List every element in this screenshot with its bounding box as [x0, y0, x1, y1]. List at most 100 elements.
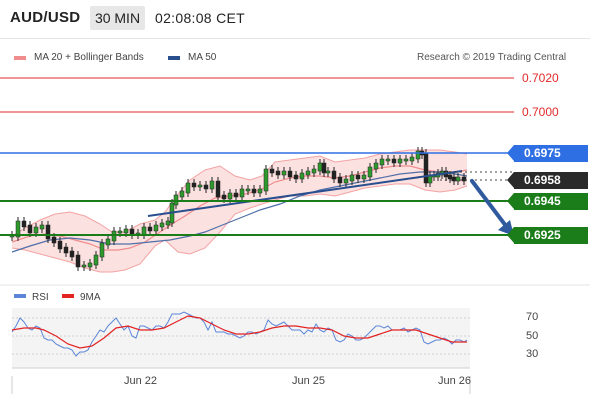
candle-body: [331, 170, 337, 180]
candle-body: [69, 250, 75, 258]
candle-body: [27, 224, 33, 234]
candle-body: [197, 184, 203, 188]
candle-body: [75, 254, 81, 268]
candle-body: [233, 192, 239, 198]
candle-body: [461, 176, 467, 182]
price-candles: [9, 147, 467, 271]
candle-body: [159, 222, 165, 228]
candle-body: [227, 192, 233, 200]
candle-body: [385, 158, 391, 162]
candle-body: [269, 168, 275, 174]
candle-body: [63, 246, 69, 254]
candle-body: [45, 224, 51, 240]
legend-ma50: MA 50: [168, 52, 216, 63]
candle-body: [57, 240, 63, 250]
candle-body: [373, 162, 379, 170]
candle-body: [245, 188, 251, 192]
candle-body: [21, 220, 27, 228]
candle-body: [281, 170, 287, 176]
candle-body: [87, 262, 93, 268]
candle-body: [191, 182, 197, 188]
candle-body: [423, 152, 429, 184]
ma50-label: MA 50: [188, 52, 217, 63]
copyright-text: Research © 2019 Trading Central: [417, 52, 567, 63]
level-r1: 0.7000: [522, 105, 559, 119]
level-current-price: 0.6958: [507, 172, 588, 189]
candle-body: [447, 174, 453, 180]
candle-body: [105, 238, 111, 246]
level-r2: 0.7020: [522, 71, 559, 85]
candle-body: [311, 168, 317, 174]
rsi-swatch: [14, 294, 26, 298]
candle-body: [391, 158, 397, 164]
candle-body: [51, 236, 57, 244]
candle-body: [349, 174, 355, 182]
candle-body: [275, 170, 281, 176]
candle-body: [215, 180, 221, 198]
x-label-jun26: Jun 26: [438, 375, 472, 387]
candle-body: [321, 162, 327, 174]
candle-body: [343, 178, 349, 184]
candle-body: [141, 226, 147, 236]
symbol-label: AUD/USD: [10, 9, 81, 26]
timestamp: 02:08:08 CET: [155, 10, 245, 26]
candle-body: [379, 158, 385, 166]
x-label-jun22: Jun 22: [124, 375, 158, 387]
candle-body: [99, 242, 105, 258]
chart-header: AUD/USD 30 MIN 02:08:08 CET: [0, 0, 590, 39]
level-s1: 0.6945: [507, 193, 588, 210]
candle-body: [415, 150, 421, 160]
ma50-swatch: [168, 55, 180, 60]
level-s2: 0.6925: [507, 227, 588, 244]
ma20-label: MA 20 + Bollinger Bands: [34, 52, 144, 63]
candle-body: [317, 162, 323, 172]
candle-body: [299, 172, 305, 180]
rsi-level-50: 50: [526, 330, 539, 342]
timeframe-badge[interactable]: 30 MIN: [90, 6, 145, 30]
candle-body: [147, 226, 153, 232]
rsi-ma-legend: 9MA: [80, 292, 101, 303]
rsi-ma-label: 9MA: [80, 292, 101, 303]
candle-body: [251, 188, 257, 194]
candle-body: [15, 220, 21, 238]
legend-ma20: MA 20 + Bollinger Bands: [14, 52, 144, 63]
candle-body: [409, 156, 415, 162]
rsi-ma-swatch: [62, 294, 74, 298]
x-label-jun25: Jun 25: [292, 375, 326, 387]
candle-body: [123, 228, 129, 234]
candle-body: [81, 264, 87, 268]
candle-body: [355, 174, 361, 180]
candle-body: [185, 182, 191, 194]
candle-body: [293, 174, 299, 180]
rsi-level-30: 30: [526, 348, 539, 360]
trend-line: [147, 170, 463, 217]
candle-body: [239, 188, 245, 198]
candle-body: [117, 230, 123, 234]
candle-body: [257, 188, 263, 194]
bollinger-band: [12, 150, 467, 272]
candle-body: [361, 174, 367, 180]
rsi-level-70: 70: [526, 311, 539, 323]
rsi-label: RSI: [32, 292, 49, 303]
candle-body: [325, 170, 331, 174]
ma50-line: [11, 171, 468, 253]
rsi-legend: RSI: [32, 292, 49, 303]
ma20-swatch: [14, 55, 26, 60]
candle-body: [287, 170, 293, 178]
candle-body: [153, 224, 159, 232]
candle-body: [305, 170, 311, 176]
candle-body: [39, 224, 45, 230]
level-pivot: 0.6975: [507, 145, 588, 162]
candle-body: [397, 158, 403, 164]
candle-body: [165, 220, 171, 226]
candle-body: [263, 168, 269, 192]
candle-body: [209, 180, 215, 190]
rsi-ma-line: [11, 315, 467, 349]
candle-body: [179, 190, 185, 198]
candle-body: [403, 158, 409, 162]
candle-body: [455, 176, 461, 182]
candle-body: [33, 226, 39, 234]
candle-body: [203, 184, 209, 190]
candle-body: [93, 254, 99, 266]
